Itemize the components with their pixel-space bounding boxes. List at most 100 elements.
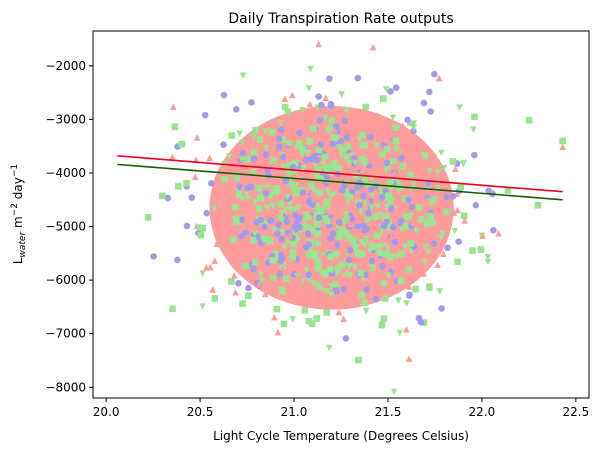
data-point xyxy=(284,108,292,116)
data-point xyxy=(405,266,412,273)
data-point xyxy=(423,220,431,228)
data-point xyxy=(296,224,303,231)
data-point xyxy=(416,204,423,211)
data-point xyxy=(461,217,469,224)
data-point xyxy=(325,344,333,352)
data-point xyxy=(355,201,363,209)
data-point xyxy=(264,235,272,243)
trend-lines xyxy=(117,155,563,201)
data-point xyxy=(284,128,292,136)
data-point xyxy=(251,199,259,206)
data-point xyxy=(242,262,249,270)
data-point xyxy=(291,206,298,213)
data-point xyxy=(303,164,311,172)
data-point xyxy=(355,216,363,224)
data-point xyxy=(313,202,320,209)
data-point xyxy=(211,295,219,302)
data-point xyxy=(365,161,373,169)
data-point xyxy=(313,232,320,240)
data-point xyxy=(361,125,369,133)
data-point xyxy=(320,239,328,247)
data-point xyxy=(201,111,209,119)
data-point xyxy=(367,156,374,164)
data-point xyxy=(281,183,289,191)
data-point xyxy=(364,198,372,206)
data-point xyxy=(197,231,205,239)
data-point xyxy=(270,188,278,196)
data-point xyxy=(257,176,265,184)
data-point xyxy=(383,218,390,226)
data-point xyxy=(341,117,349,125)
data-point xyxy=(318,101,325,109)
data-point xyxy=(276,143,283,151)
data-point xyxy=(331,160,338,167)
data-point xyxy=(314,257,322,265)
data-point xyxy=(289,315,296,323)
data-point xyxy=(306,138,313,145)
data-point xyxy=(421,258,429,266)
data-point xyxy=(330,191,337,198)
data-point xyxy=(427,108,434,115)
data-point xyxy=(309,250,317,258)
data-point xyxy=(439,230,447,237)
data-point xyxy=(308,190,316,198)
data-point xyxy=(239,300,246,307)
data-point xyxy=(338,91,346,98)
data-point xyxy=(392,146,400,154)
data-point xyxy=(338,217,346,224)
data-point xyxy=(239,72,247,80)
data-point xyxy=(315,93,322,100)
data-point xyxy=(169,103,177,110)
data-point xyxy=(203,209,210,217)
data-point xyxy=(325,207,332,214)
data-point xyxy=(278,253,286,261)
data-point xyxy=(324,198,331,206)
data-point xyxy=(307,182,315,189)
data-point xyxy=(239,149,247,157)
data-point xyxy=(380,95,387,102)
x-axis: 20.0 20.5 21.0 21.5 22.0 22.5 xyxy=(93,398,589,419)
data-point xyxy=(407,240,415,247)
data-point xyxy=(452,165,459,172)
data-point xyxy=(327,253,334,260)
data-point xyxy=(410,219,418,226)
data-point xyxy=(313,196,321,204)
data-point xyxy=(348,152,356,160)
data-point xyxy=(449,158,457,165)
data-point xyxy=(263,198,271,206)
data-point xyxy=(434,185,442,192)
data-point xyxy=(284,193,291,201)
data-point xyxy=(232,203,239,211)
data-point xyxy=(296,214,303,222)
data-point xyxy=(477,246,485,253)
data-point xyxy=(420,99,428,107)
data-point xyxy=(326,126,334,134)
data-point xyxy=(305,317,313,325)
data-point xyxy=(269,202,277,210)
data-point xyxy=(434,169,441,176)
data-point xyxy=(383,251,390,258)
data-point xyxy=(387,88,394,95)
data-point xyxy=(332,205,339,213)
data-point xyxy=(321,153,329,161)
data-point xyxy=(315,282,322,290)
data-point xyxy=(405,283,413,290)
y-axis-title-superscript-1: −2 xyxy=(10,203,20,216)
data-point xyxy=(373,142,380,150)
data-point xyxy=(310,226,318,234)
data-point xyxy=(408,248,415,255)
data-point xyxy=(255,233,262,241)
data-point xyxy=(345,256,353,264)
data-point xyxy=(295,272,303,280)
data-point xyxy=(314,163,321,171)
data-point xyxy=(403,272,411,279)
data-point xyxy=(338,226,346,234)
data-point xyxy=(290,240,297,248)
data-point xyxy=(484,253,492,261)
data-point xyxy=(256,136,264,143)
data-point xyxy=(296,129,303,137)
data-point xyxy=(279,210,286,217)
data-point xyxy=(403,325,410,333)
data-point xyxy=(327,265,334,273)
data-point xyxy=(351,264,359,271)
